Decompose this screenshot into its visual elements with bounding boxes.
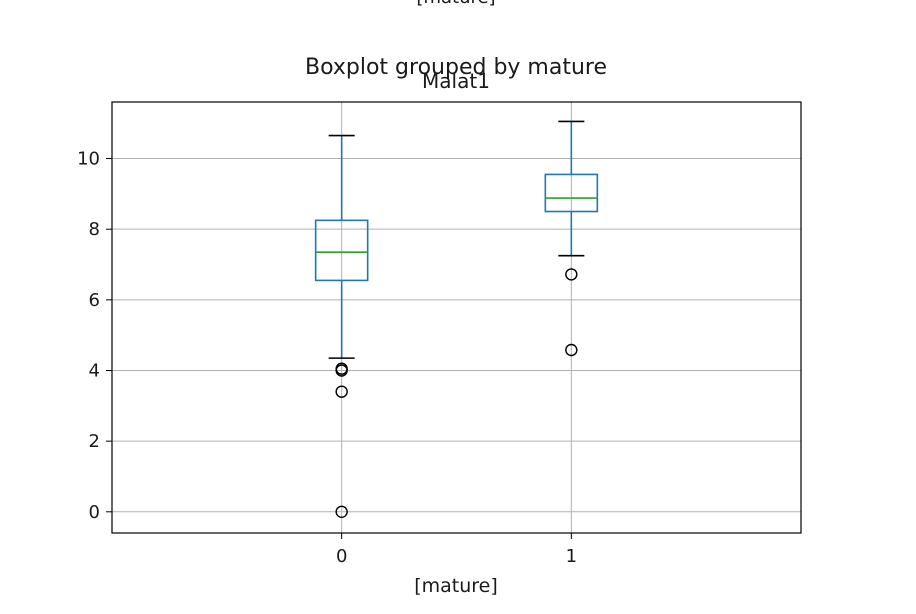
x-axis-label: [mature] bbox=[414, 575, 498, 597]
iqr-box bbox=[544, 173, 599, 213]
box-group-0 bbox=[314, 134, 369, 519]
y-tick-label: 8 bbox=[89, 219, 100, 240]
y-tick-label: 4 bbox=[89, 360, 100, 381]
y-tick-label: 0 bbox=[89, 502, 100, 523]
y-tick-label: 6 bbox=[89, 290, 100, 311]
x-tick-label: 1 bbox=[566, 546, 577, 567]
grid-lines bbox=[112, 102, 801, 533]
y-tick-label: 10 bbox=[77, 149, 100, 170]
top-cropped-label: [mature] bbox=[416, 0, 495, 8]
outlier-point bbox=[565, 343, 578, 357]
outlier-point bbox=[565, 268, 578, 281]
x-tick-label: 0 bbox=[336, 546, 347, 567]
chart-suptitle: Boxplot grouped by mature bbox=[305, 55, 607, 80]
axes-frame bbox=[111, 101, 802, 534]
y-tick-label: 2 bbox=[89, 431, 100, 452]
box-layer bbox=[314, 120, 599, 519]
outlier-point bbox=[335, 364, 348, 377]
tick-layer: 0 2 4 6 8 10 0 1 bbox=[77, 149, 577, 567]
outlier-point bbox=[335, 385, 348, 398]
chart-title: Malat1 bbox=[422, 69, 490, 93]
iqr-box bbox=[314, 219, 369, 282]
box-group-1 bbox=[544, 120, 599, 357]
outlier-point bbox=[335, 505, 348, 519]
